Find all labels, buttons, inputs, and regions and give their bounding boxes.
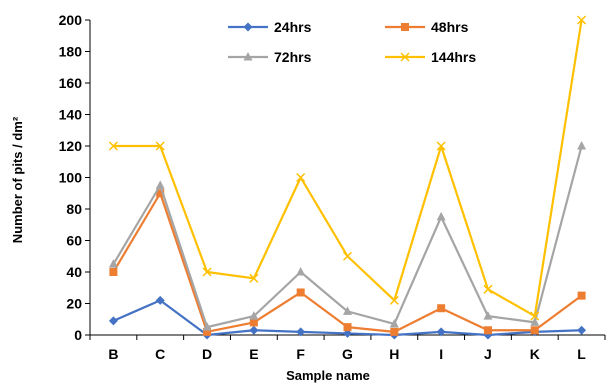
x-tick-label: J: [484, 346, 492, 362]
series-48hrs: [109, 189, 586, 336]
data-point-marker: [436, 141, 446, 151]
data-point-marker: [436, 211, 446, 221]
data-point-marker: [342, 251, 353, 261]
data-point-marker: [202, 267, 212, 277]
data-point-marker: [202, 322, 212, 331]
data-point-marker: [530, 311, 540, 321]
data-point-marker: [401, 23, 409, 31]
data-point-marker: [156, 189, 165, 198]
x-tick-label: B: [108, 346, 118, 362]
x-tick-label: H: [389, 346, 399, 362]
y-tick-label: 200: [59, 12, 83, 28]
series-72hrs: [108, 141, 587, 331]
y-tick-label: 0: [74, 327, 82, 343]
legend-item: 72hrs: [228, 49, 312, 65]
data-point-marker: [249, 273, 259, 283]
legend-label: 144hrs: [431, 49, 476, 65]
x-tick-label: K: [530, 346, 540, 362]
axes: 0 20 40 60 80 100 120 140 160 180 200 B C D E F G H I J K L: [59, 12, 606, 362]
data-point-marker: [577, 291, 586, 300]
data-point-marker: [577, 141, 587, 150]
legend-label: 72hrs: [274, 49, 312, 65]
data-point-marker: [437, 304, 446, 313]
data-point-marker: [108, 316, 118, 326]
series-group: [108, 15, 587, 340]
legend-item: 144hrs: [385, 49, 476, 65]
data-point-marker: [203, 327, 212, 336]
legend-label: 24hrs: [274, 19, 312, 35]
legend: 24hrs 48hrs 72hrs 144hrs: [228, 19, 476, 65]
y-tick-label: 140: [59, 107, 83, 123]
data-point-marker: [389, 318, 399, 328]
y-tick-label: 20: [66, 296, 82, 312]
data-point-marker: [343, 306, 352, 315]
y-tick-label: 60: [66, 233, 82, 249]
data-point-marker: [436, 327, 446, 337]
data-point-marker: [296, 327, 306, 337]
data-point-marker: [400, 52, 410, 62]
data-point-marker: [108, 259, 118, 268]
y-tick-label: 120: [59, 138, 83, 154]
y-axis-title: Number of pits / dm²: [10, 116, 25, 243]
x-tick-label: C: [155, 346, 165, 362]
data-point-marker: [249, 325, 259, 335]
data-point-marker: [483, 326, 492, 335]
x-tick-label: G: [342, 346, 353, 362]
y-tick-label: 100: [59, 170, 83, 186]
x-tick-label: E: [249, 346, 258, 362]
legend-label: 48hrs: [431, 19, 469, 35]
y-tick-label: 160: [59, 75, 83, 91]
data-point-marker: [155, 180, 165, 189]
series-144hrs: [108, 15, 587, 321]
data-point-marker: [530, 317, 540, 326]
legend-item: 48hrs: [385, 19, 469, 35]
y-tick-label: 80: [66, 201, 82, 217]
data-point-marker: [109, 268, 118, 276]
data-point-marker: [389, 295, 399, 305]
x-tick-label: L: [577, 346, 586, 362]
data-point-marker: [483, 284, 493, 294]
data-point-marker: [243, 22, 253, 32]
data-point-marker: [530, 326, 539, 335]
data-point-marker: [296, 267, 306, 276]
legend-item: 24hrs: [228, 19, 312, 35]
data-point-marker: [577, 15, 587, 25]
data-point-marker: [249, 311, 259, 320]
data-point-marker: [296, 288, 305, 297]
data-point-marker: [155, 141, 165, 151]
y-tick-label: 180: [59, 44, 83, 60]
y-tick-label: 40: [66, 264, 82, 280]
data-point-marker: [343, 323, 352, 332]
data-point-marker: [249, 318, 258, 327]
x-tick-label: D: [202, 346, 212, 362]
series-line: [112, 145, 583, 329]
series-24hrs: [108, 295, 587, 340]
data-point-marker: [483, 311, 493, 320]
x-tick-label: I: [439, 346, 443, 362]
x-tick-label: F: [296, 346, 305, 362]
series-line: [113, 19, 583, 318]
data-point-marker: [296, 172, 306, 183]
data-point-marker: [577, 325, 587, 335]
data-point-marker: [243, 52, 253, 61]
data-point-marker: [108, 141, 118, 151]
data-point-marker: [390, 327, 399, 336]
data-point-marker: [343, 328, 352, 338]
data-point-marker: [155, 295, 165, 305]
x-axis-title: Sample name: [286, 368, 370, 383]
